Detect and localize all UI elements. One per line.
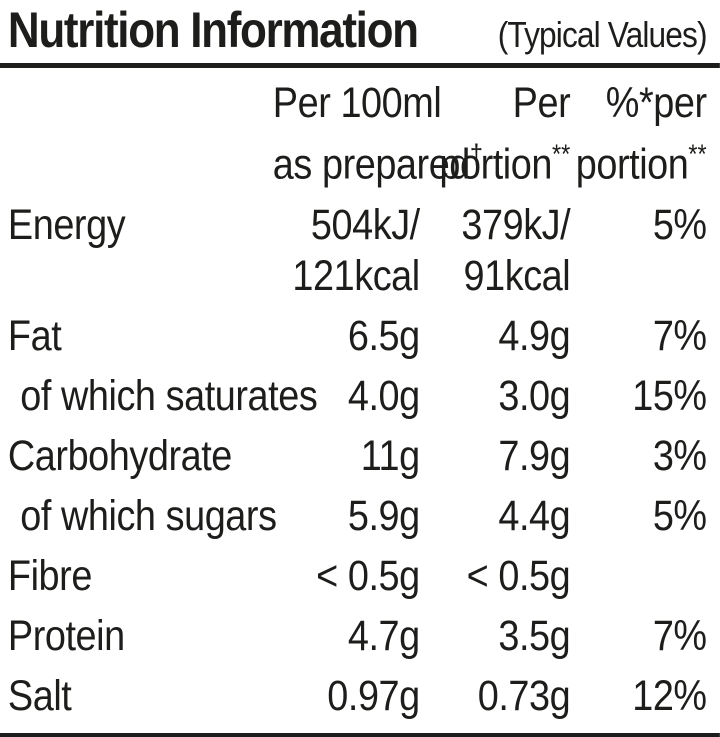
table-row: Protein 4.7g 3.5g 7% xyxy=(0,607,720,667)
column-header-percent-per-portion: %*per portion** xyxy=(570,68,720,196)
per-portion-value: 3.5g xyxy=(498,612,571,661)
per-portion-value: 379kJ/91kcal xyxy=(461,201,571,301)
row-label: Fibre xyxy=(7,552,92,601)
per-100ml-value: 4.7g xyxy=(347,612,420,661)
column-header-line: Per 100ml xyxy=(272,79,442,127)
column-header-line: Per xyxy=(512,79,571,127)
column-header-blank xyxy=(0,68,273,196)
nutrition-table-body: Energy 504kJ/121kcal 379kJ/91kcal 5% Fat… xyxy=(0,196,720,727)
asterisk-footnote-mark: ** xyxy=(551,139,571,169)
row-label: of which saturates xyxy=(20,372,318,421)
table-row: Fat 6.5g 4.9g 7% xyxy=(0,307,720,367)
per-portion-value: 7.9g xyxy=(498,432,571,481)
column-header-line: as prepared† xyxy=(272,139,483,189)
percent-value: 7% xyxy=(652,312,707,361)
percent-value: 5% xyxy=(652,201,707,250)
page-title: Nutrition Information xyxy=(7,2,419,58)
row-label: of which sugars xyxy=(20,492,277,541)
column-header-per-portion: Per portion** xyxy=(420,68,570,196)
per-100ml-value: 4.0g xyxy=(347,372,420,421)
percent-value: 3% xyxy=(652,432,707,481)
per-100ml-value: 5.9g xyxy=(347,492,420,541)
label-header: Nutrition Information (Typical Values) xyxy=(0,0,720,63)
per-100ml-value: 0.97g xyxy=(327,672,420,721)
table-row: of which saturates 4.0g 3.0g 15% xyxy=(0,367,720,427)
per-100ml-value: < 0.5g xyxy=(316,552,420,601)
per-portion-value: 4.9g xyxy=(498,312,571,361)
percent-value xyxy=(570,547,720,607)
per-100ml-value: 11g xyxy=(360,432,420,481)
asterisk-footnote-mark: ** xyxy=(688,139,707,169)
per-100ml-value: 504kJ/121kcal xyxy=(292,201,420,301)
nutrition-table-header: Per 100ml as prepared† Per portion** %*p… xyxy=(0,68,720,196)
dagger-footnote-mark: † xyxy=(469,139,483,169)
top-rule xyxy=(0,63,720,68)
row-label: Salt xyxy=(7,672,72,721)
row-label: Carbohydrate xyxy=(7,432,232,481)
per-portion-value: < 0.5g xyxy=(466,552,571,601)
table-row: Salt 0.97g 0.73g 12% xyxy=(0,667,720,727)
per-portion-value: 0.73g xyxy=(477,672,571,721)
row-label: Fat xyxy=(7,312,62,361)
table-row: of which sugars 5.9g 4.4g 5% xyxy=(0,487,720,547)
percent-value: 15% xyxy=(632,372,707,421)
percent-value: 7% xyxy=(652,612,707,661)
bottom-rule xyxy=(0,733,720,737)
per-100ml-value: 6.5g xyxy=(347,312,420,361)
column-header-line: portion** xyxy=(439,139,571,189)
per-portion-value: 3.0g xyxy=(498,372,571,421)
table-row: Energy 504kJ/121kcal 379kJ/91kcal 5% xyxy=(0,196,720,307)
page-subtitle: (Typical Values) xyxy=(497,14,708,55)
row-label: Protein xyxy=(7,612,125,661)
percent-value: 5% xyxy=(652,492,707,541)
column-header-line: %*per xyxy=(605,79,707,127)
table-row: Carbohydrate 11g 7.9g 3% xyxy=(0,427,720,487)
table-row: Fibre < 0.5g < 0.5g xyxy=(0,547,720,607)
header-row: Per 100ml as prepared† Per portion** %*p… xyxy=(0,68,720,196)
nutrition-table: Per 100ml as prepared† Per portion** %*p… xyxy=(0,68,720,727)
per-portion-value: 4.4g xyxy=(498,492,571,541)
row-label: Energy xyxy=(7,201,126,250)
column-header-per-100ml: Per 100ml as prepared† xyxy=(272,68,483,196)
percent-value: 12% xyxy=(632,672,707,721)
column-header-line: portion** xyxy=(575,139,707,189)
